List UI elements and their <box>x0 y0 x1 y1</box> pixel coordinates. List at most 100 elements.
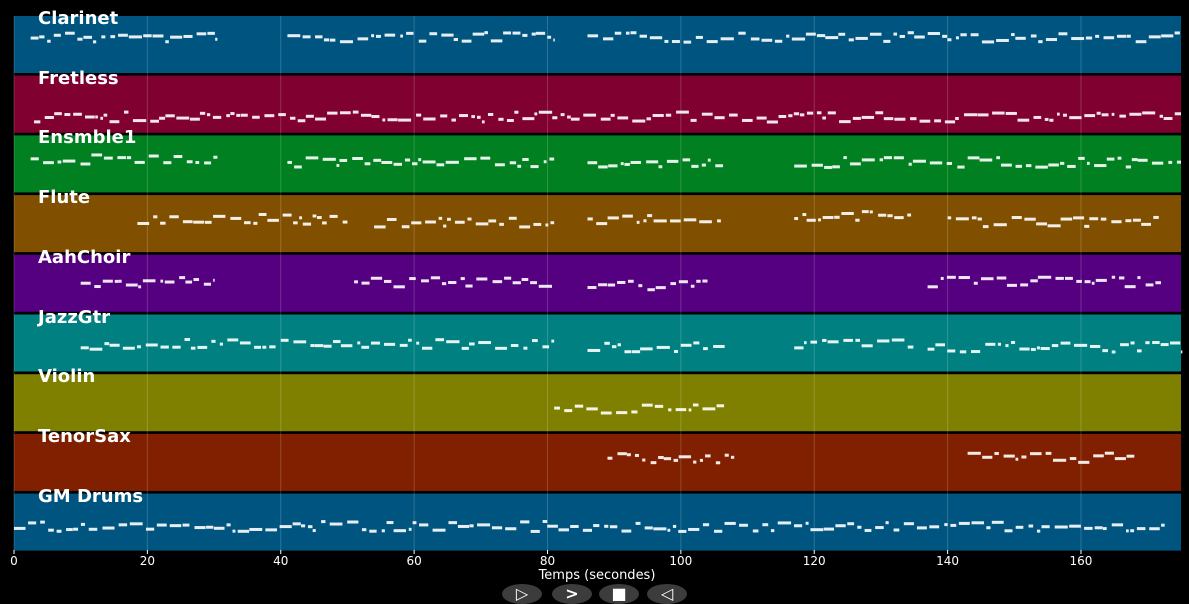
note <box>114 279 119 283</box>
note <box>471 115 475 119</box>
note <box>401 225 410 229</box>
note <box>1036 222 1048 226</box>
note <box>1015 164 1022 168</box>
note <box>1130 341 1135 345</box>
note <box>688 527 700 531</box>
note <box>126 156 132 160</box>
note <box>48 528 54 532</box>
note <box>1159 114 1164 118</box>
note <box>985 342 996 346</box>
note <box>336 163 340 167</box>
note <box>893 156 904 160</box>
note <box>1054 525 1068 529</box>
note <box>118 523 128 527</box>
note <box>997 342 1001 346</box>
note <box>693 460 697 464</box>
stop-button[interactable]: ■ <box>599 584 639 604</box>
note <box>630 31 637 35</box>
note <box>552 116 558 120</box>
note <box>293 340 307 344</box>
note <box>927 31 940 35</box>
note <box>791 37 806 41</box>
note <box>282 213 292 217</box>
note <box>77 37 83 41</box>
note <box>412 162 418 166</box>
note <box>506 119 514 123</box>
note <box>56 529 62 533</box>
note <box>542 519 548 523</box>
note <box>136 345 141 349</box>
note <box>207 31 215 35</box>
note <box>1161 34 1174 38</box>
note <box>676 110 689 114</box>
note <box>80 162 91 166</box>
note <box>370 341 380 345</box>
note <box>993 223 1007 227</box>
note <box>778 115 787 119</box>
note <box>423 117 436 121</box>
note <box>942 34 948 38</box>
note <box>512 31 521 35</box>
note <box>1129 112 1142 116</box>
note <box>940 276 944 280</box>
note <box>891 338 905 342</box>
note <box>138 285 142 289</box>
note <box>1111 220 1122 224</box>
note <box>1019 347 1030 351</box>
play-button[interactable]: ▷ <box>502 584 542 604</box>
note <box>610 113 615 117</box>
note <box>416 113 422 117</box>
note <box>361 528 367 532</box>
forward-button[interactable]: > <box>552 584 592 604</box>
note <box>624 350 632 354</box>
note <box>667 528 671 532</box>
note <box>520 520 530 524</box>
note <box>510 343 519 347</box>
note <box>393 285 405 289</box>
note <box>1152 341 1160 345</box>
note <box>1141 222 1151 226</box>
note <box>596 222 608 226</box>
note <box>1052 458 1067 462</box>
note <box>103 156 113 160</box>
note <box>1135 40 1147 44</box>
note <box>849 162 861 166</box>
note <box>382 118 386 122</box>
note <box>375 34 381 38</box>
note <box>340 344 353 348</box>
note <box>1015 36 1026 40</box>
note <box>477 115 481 119</box>
note <box>408 338 412 342</box>
note <box>855 338 861 342</box>
note <box>1005 344 1009 348</box>
note <box>190 346 196 350</box>
note <box>1137 158 1148 162</box>
note <box>360 113 372 117</box>
note <box>509 161 517 165</box>
note <box>861 344 873 348</box>
back-button[interactable]: ◁ <box>647 584 687 604</box>
note <box>1060 161 1065 165</box>
note <box>894 117 906 121</box>
note <box>383 279 392 283</box>
note <box>608 164 618 168</box>
note <box>910 117 917 121</box>
note <box>422 160 436 164</box>
note <box>339 40 353 44</box>
note <box>675 408 687 412</box>
note <box>301 524 306 528</box>
note <box>643 219 647 223</box>
note <box>1025 164 1032 168</box>
note <box>322 157 336 161</box>
note <box>794 524 803 528</box>
note <box>369 529 377 533</box>
track-label: Ensmble1 <box>38 127 137 149</box>
note <box>269 345 276 349</box>
note <box>443 224 447 228</box>
note <box>137 221 150 225</box>
note <box>1005 111 1017 115</box>
note <box>204 161 212 165</box>
note <box>1047 224 1061 228</box>
note <box>1102 349 1109 353</box>
note <box>883 117 894 121</box>
